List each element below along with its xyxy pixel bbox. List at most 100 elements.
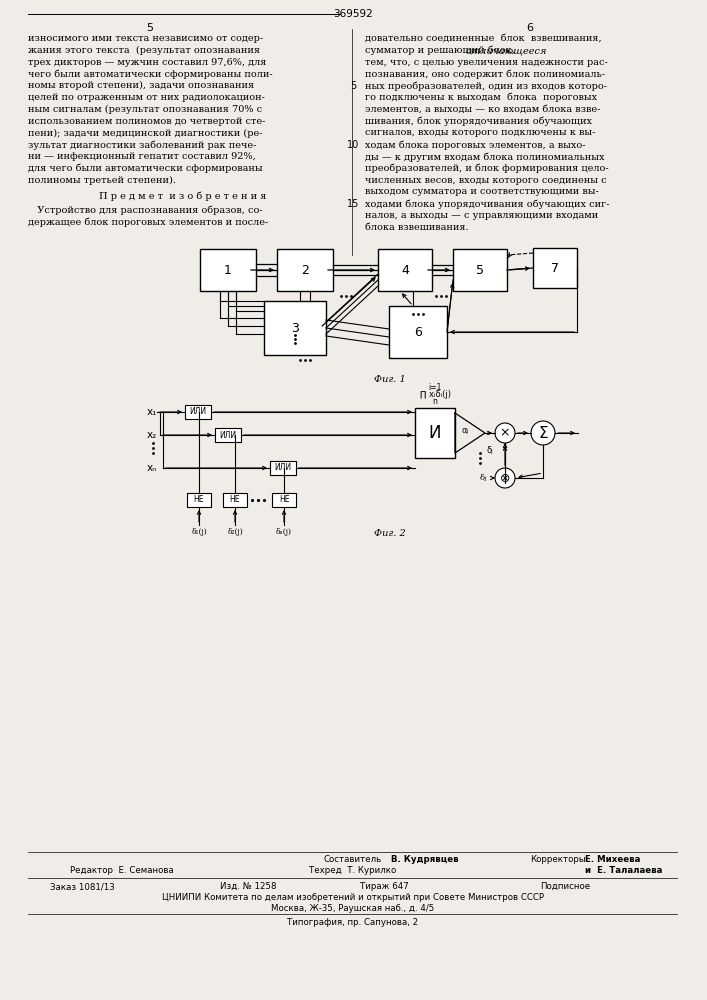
Text: целей по отраженным от них радиолокацион-: целей по отраженным от них радиолокацион… <box>28 93 265 102</box>
Text: Заказ 1081/13: Заказ 1081/13 <box>50 882 115 891</box>
Text: 6: 6 <box>414 326 422 338</box>
Text: Техред  Т. Курилко: Техред Т. Курилко <box>310 866 397 875</box>
Text: номы второй степени), задачи опознавания: номы второй степени), задачи опознавания <box>28 81 254 90</box>
Text: n: n <box>433 397 438 406</box>
Text: δ₁(j): δ₁(j) <box>191 528 207 536</box>
Text: ни — инфекционный гепатит составил 92%,: ни — инфекционный гепатит составил 92%, <box>28 152 256 161</box>
Bar <box>185 405 211 419</box>
Text: И: И <box>428 424 441 442</box>
Text: ных преобразователей, один из входов которо-: ных преобразователей, один из входов кот… <box>365 81 607 91</box>
Text: 1: 1 <box>224 263 232 276</box>
Text: НЕ: НЕ <box>279 495 289 504</box>
Bar <box>533 248 577 288</box>
Text: Е. Михеева: Е. Михеева <box>582 855 641 864</box>
Text: xₙ: xₙ <box>147 463 157 473</box>
Text: Редактор  Е. Семанова: Редактор Е. Семанова <box>70 866 174 875</box>
Text: 3: 3 <box>291 322 299 334</box>
Text: трех дикторов — мужчин составил 97,6%, для: трех дикторов — мужчин составил 97,6%, д… <box>28 58 267 67</box>
Text: ходам блока пороговых элементов, а выхо-: ходам блока пороговых элементов, а выхо- <box>365 140 585 150</box>
Circle shape <box>531 421 555 445</box>
Text: В. Кудрявцев: В. Кудрявцев <box>388 855 459 864</box>
Text: ЦНИИПИ Комитета по делам изобретений и открытий при Совете Министров СССР: ЦНИИПИ Комитета по делам изобретений и о… <box>162 893 544 902</box>
Text: Σ: Σ <box>538 426 548 440</box>
Text: довательно соединенные  блок  взвешивания,: довательно соединенные блок взвешивания, <box>365 34 602 43</box>
Text: Подписное: Подписное <box>540 882 590 891</box>
Text: 7: 7 <box>551 261 559 274</box>
Text: пени); задачи медицинской диагностики (ре-: пени); задачи медицинской диагностики (р… <box>28 128 262 138</box>
Text: шивания, блок упорядочивания обучающих: шивания, блок упорядочивания обучающих <box>365 117 592 126</box>
Text: i=1: i=1 <box>428 383 442 392</box>
Text: Устройство для распознавания образов, со-: Устройство для распознавания образов, со… <box>28 205 262 215</box>
Text: держащее блок пороговых элементов и после-: держащее блок пороговых элементов и посл… <box>28 217 268 227</box>
Bar <box>270 461 296 475</box>
Text: Корректоры:: Корректоры: <box>530 855 588 864</box>
Text: численных весов, входы которого соединены с: численных весов, входы которого соединен… <box>365 176 607 185</box>
Text: δₙ(j): δₙ(j) <box>276 528 292 536</box>
Text: 2: 2 <box>301 263 309 276</box>
Text: 5: 5 <box>146 23 153 33</box>
Bar <box>378 249 432 291</box>
Text: для чего были автоматически сформированы: для чего были автоматически сформированы <box>28 164 262 173</box>
Text: ИЛИ: ИЛИ <box>274 464 291 473</box>
Text: познавания, оно содержит блок полиномиаль-: познавания, оно содержит блок полиномиал… <box>365 69 605 79</box>
Text: Тираж 647: Тираж 647 <box>360 882 409 891</box>
Text: налов, а выходы — с управляющими входами: налов, а выходы — с управляющими входами <box>365 211 598 220</box>
Text: и  Е. Талалаева: и Е. Талалаева <box>582 866 662 875</box>
Text: НЕ: НЕ <box>194 495 204 504</box>
Text: 369592: 369592 <box>333 9 373 19</box>
Text: 5: 5 <box>350 81 356 91</box>
Text: выходом сумматора и соответствующими вы-: выходом сумматора и соответствующими вы- <box>365 187 599 196</box>
Text: ходами блока упорядочивания обучающих сиг-: ходами блока упорядочивания обучающих си… <box>365 199 609 209</box>
Text: ⊗: ⊗ <box>500 472 510 485</box>
Text: П р е д м е т  и з о б р е т е н и я: П р е д м е т и з о б р е т е н и я <box>99 191 267 201</box>
Text: ды — к другим входам блока полиномиальных: ды — к другим входам блока полиномиальны… <box>365 152 604 161</box>
Text: жания этого текста  (результат опознавания: жания этого текста (результат опознавани… <box>28 46 260 55</box>
Text: тем, что, с целью увеличения надежности рас-: тем, что, с целью увеличения надежности … <box>365 58 608 67</box>
Text: НЕ: НЕ <box>230 495 240 504</box>
Text: αⱼ: αⱼ <box>462 426 469 434</box>
Bar <box>415 408 455 458</box>
Text: го подключены к выходам  блока  пороговых: го подключены к выходам блока пороговых <box>365 93 597 103</box>
Text: преобразователей, и блок формирования цело-: преобразователей, и блок формирования це… <box>365 164 609 173</box>
Text: ным сигналам (результат опознавания 70% с: ным сигналам (результат опознавания 70% … <box>28 105 262 114</box>
Text: сигналов, входы которого подключены к вы-: сигналов, входы которого подключены к вы… <box>365 128 595 137</box>
Bar <box>223 493 247 507</box>
Text: x₂: x₂ <box>147 430 157 440</box>
Text: ∏ xᵢδᵢ(j): ∏ xᵢδᵢ(j) <box>419 390 450 399</box>
Text: чего были автоматически сформированы поли-: чего были автоматически сформированы пол… <box>28 69 273 79</box>
Circle shape <box>495 468 515 488</box>
Text: 5: 5 <box>476 263 484 276</box>
Text: износимого ими текста независимо от содер-: износимого ими текста независимо от соде… <box>28 34 263 43</box>
Text: 6: 6 <box>527 23 534 33</box>
Text: Москва, Ж-35, Раушская наб., д. 4/5: Москва, Ж-35, Раушская наб., д. 4/5 <box>271 904 435 913</box>
Text: зультат диагностики заболеваний рак пече-: зультат диагностики заболеваний рак пече… <box>28 140 257 150</box>
Text: Фиг. 1: Фиг. 1 <box>374 375 406 384</box>
Text: ИЛИ: ИЛИ <box>189 408 206 416</box>
Bar <box>200 249 256 291</box>
Text: ИЛИ: ИЛИ <box>219 430 237 440</box>
Text: δⱼ: δⱼ <box>486 446 493 456</box>
Text: 10: 10 <box>347 140 359 150</box>
Text: сумматор и решающий блок,: сумматор и решающий блок, <box>365 46 518 55</box>
Bar <box>389 306 447 358</box>
Text: 15: 15 <box>347 199 359 209</box>
Bar <box>187 493 211 507</box>
Text: ×: × <box>500 426 510 440</box>
Text: x₁: x₁ <box>146 407 157 417</box>
Bar <box>215 428 241 442</box>
Bar <box>264 301 326 355</box>
Text: Типография, пр. Сапунова, 2: Типография, пр. Сапунова, 2 <box>288 918 419 927</box>
Text: блока взвешивания.: блока взвешивания. <box>365 223 469 232</box>
Bar <box>272 493 296 507</box>
Text: 4: 4 <box>401 263 409 276</box>
Text: отличающееся: отличающееся <box>465 46 547 55</box>
Text: δ₂(j): δ₂(j) <box>227 528 243 536</box>
Text: Изд. № 1258: Изд. № 1258 <box>220 882 276 891</box>
Text: использованием полиномов до четвертой сте-: использованием полиномов до четвертой ст… <box>28 117 265 126</box>
Circle shape <box>495 423 515 443</box>
Text: элементов, а выходы — ко входам блока взве-: элементов, а выходы — ко входам блока вз… <box>365 105 600 114</box>
Text: полиномы третьей степени).: полиномы третьей степени). <box>28 176 176 185</box>
Text: Составитель: Составитель <box>324 855 382 864</box>
Bar <box>453 249 507 291</box>
Text: Фиг. 2: Фиг. 2 <box>374 529 406 538</box>
